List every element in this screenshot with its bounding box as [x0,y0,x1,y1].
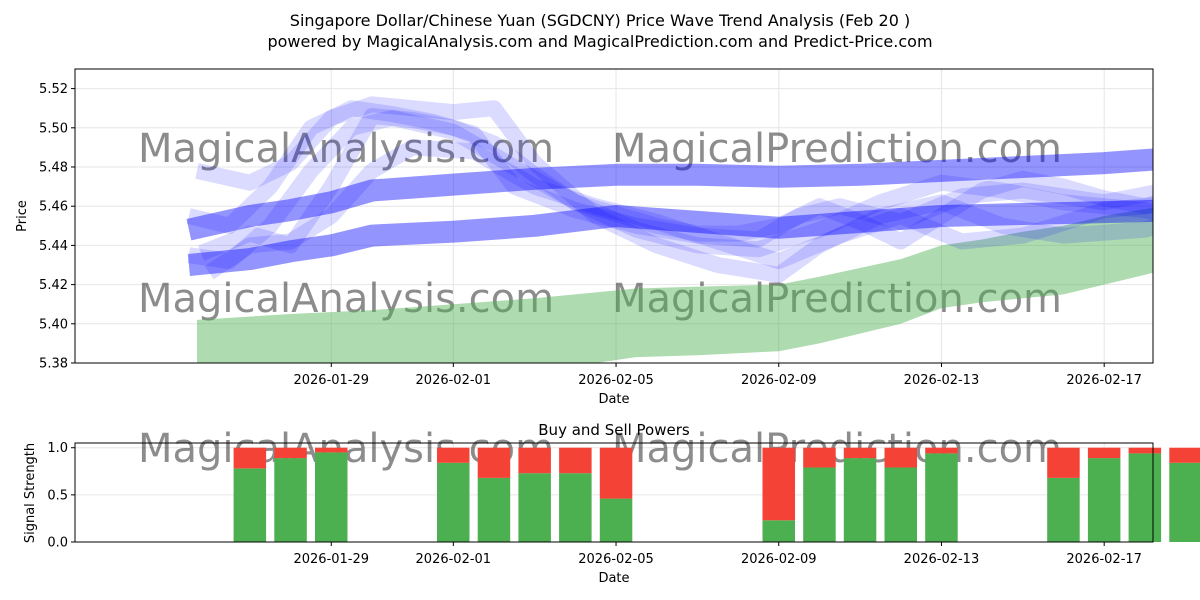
wave-mid-5-line [198,108,1153,261]
price-y-tick-label: 5.50 [39,121,68,136]
sell-bar [1087,447,1121,459]
buy-bar [843,458,877,542]
signal-bars [233,447,1200,542]
signal-y-ticks: 0.0 0.5 1.0 [47,441,75,551]
price-chart: MagicalAnalysis.com MagicalPrediction.co… [15,68,1154,407]
signal-x-tick-label: 2026-02-01 [416,552,492,567]
buy-bar [559,473,592,542]
signal-y-axis-label: Signal Strength [23,443,38,543]
price-y-ticks: 5.38 5.40 5.42 5.44 5.46 5.48 5.50 5.52 [39,82,75,372]
price-y-tick-label: 5.46 [39,200,68,215]
signal-y-tick-label: 0.0 [47,536,68,551]
watermark-analysis-upper: MagicalAnalysis.com [138,126,554,172]
buy-bar [884,467,917,542]
signal-chart: Buy and Sell Powers MagicalAnalysis.com … [23,421,1200,586]
price-y-tick-label: 5.48 [39,161,68,176]
sell-bar [437,447,470,463]
signal-x-tick-label: 2026-02-17 [1066,552,1142,567]
price-x-tick-label: 2026-02-01 [416,373,492,388]
chart-title: Singapore Dollar/Chinese Yuan (SGDCNY) P… [290,11,910,30]
price-watermarks: MagicalAnalysis.com MagicalPrediction.co… [138,126,1062,322]
sell-bar [518,447,551,474]
watermark-analysis-lower: MagicalAnalysis.com [138,276,554,322]
price-x-tick-label: 2026-02-05 [578,373,654,388]
price-y-tick-label: 5.52 [39,82,68,97]
sell-bar [1128,447,1162,454]
signal-chart-title: Buy and Sell Powers [538,421,690,439]
signal-plot-frame [74,442,1154,543]
sell-bar [803,447,836,468]
price-x-axis-label: Date [598,392,629,407]
sell-bar [315,447,348,453]
wave-lower-line [187,199,1153,276]
sell-bar [925,447,958,454]
price-grid [75,69,1153,364]
sell-bar [762,447,795,521]
buy-bar [1169,462,1200,542]
price-plot-area [75,69,1153,363]
sell-bar [1169,447,1200,463]
sell-bar [559,447,592,474]
buy-bar [518,473,551,542]
buy-bar [762,520,795,542]
sell-bar [599,447,633,499]
buy-bar [233,468,267,542]
chart-subtitle: powered by MagicalAnalysis.com and Magic… [267,32,932,51]
signal-y-tick-label: 1.0 [47,441,68,456]
sell-bar [233,447,267,469]
signal-y-tick-label: 0.5 [47,488,68,503]
price-plot-frame [74,68,1154,364]
wave-mid-1-line [187,100,1153,248]
price-x-tick-label: 2026-02-09 [741,373,817,388]
price-x-tick-label: 2026-02-17 [1066,373,1142,388]
buy-bar [599,498,633,542]
buy-bar [477,477,511,542]
buy-bar [315,452,348,542]
price-y-tick-label: 5.38 [39,357,68,372]
buy-bar [274,458,307,542]
buy-bar [1047,477,1080,542]
signal-x-tick-label: 2026-01-29 [293,552,369,567]
signal-x-tick-label: 2026-02-09 [741,552,817,567]
price-series [186,96,1153,363]
sell-bar [884,447,917,468]
sell-bar [843,447,877,459]
price-x-tick-label: 2026-02-13 [904,373,980,388]
watermark-prediction-signal: MagicalPrediction.com [612,426,1062,472]
price-x-ticks: 2026-01-29 2026-02-01 2026-02-05 2026-02-09… [293,363,1142,388]
price-x-tick-label: 2026-01-29 [293,373,369,388]
buy-bar [437,462,470,542]
wave-mid-3-line [187,110,1153,270]
buy-bar [1128,453,1162,542]
signal-x-axis-label: Date [598,571,629,586]
wave-mid-4-line [204,139,1153,280]
price-y-tick-label: 5.40 [39,317,68,332]
buy-bar [803,467,836,542]
price-y-tick-label: 5.44 [39,239,68,254]
wave-upper-line [186,148,1153,241]
signal-x-ticks: 2026-01-29 2026-02-01 2026-02-05 2026-02-09… [293,542,1142,567]
buy-bar [1087,458,1121,542]
watermark-prediction-upper: MagicalPrediction.com [612,126,1062,172]
sell-bar [477,447,511,478]
trend-band-area [197,207,1153,363]
wave-mid-2-line [195,96,1153,283]
buy-bar [925,453,958,542]
sell-bar [1047,447,1080,478]
signal-x-tick-label: 2026-02-05 [578,552,654,567]
watermark-prediction-lower: MagicalPrediction.com [612,276,1062,322]
price-y-tick-label: 5.42 [39,278,68,293]
signal-x-tick-label: 2026-02-13 [904,552,980,567]
price-y-axis-label: Price [15,200,30,232]
sell-bar [274,447,307,459]
